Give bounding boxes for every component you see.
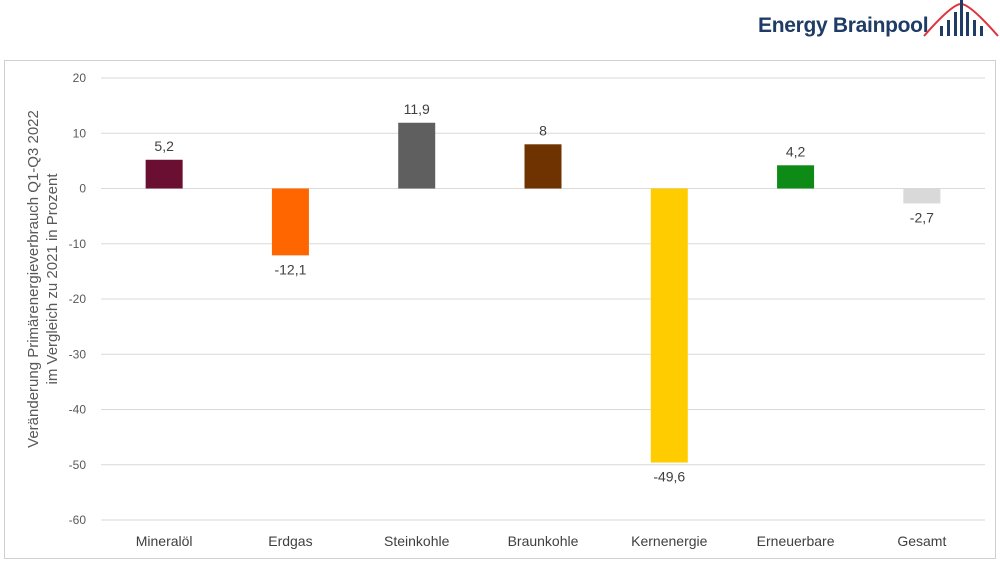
category-label: Mineralöl [136,533,193,549]
category-label: Gesamt [897,533,946,549]
y-tick-label: 20 [73,71,87,85]
bars [145,122,941,463]
bar [777,165,815,189]
bar [398,122,436,189]
data-label: -2,7 [910,209,934,225]
data-label: 8 [539,122,547,138]
bar [145,159,183,189]
category-label: Kernenergie [631,533,707,549]
bar-chart: 20 10 0 -10 -20 -30 -40 -50 -60 5,2 -12,1 11,9 8 -49… [25,71,985,549]
bar-arc-logo-icon [923,0,999,37]
category-label: Erneuerbare [757,533,835,549]
data-label: -12,1 [274,261,306,277]
bar [524,144,562,189]
y-axis-ticks: 20 10 0 -10 -20 -30 -40 -50 -60 [69,71,87,527]
y-axis-title-line1: Veränderung Primärenergieverbrauch Q1-Q3… [25,110,42,448]
data-label: -49,6 [653,469,685,485]
data-label: 5,2 [154,138,174,154]
y-tick-label: -60 [69,513,87,527]
data-label: 4,2 [786,143,806,159]
data-label: 11,9 [404,101,430,117]
y-tick-label: 10 [73,126,87,140]
y-tick-label: 0 [79,182,86,196]
bar [903,188,941,204]
category-labels: Mineralöl Erdgas Steinkohle Braunkohle Kerne… [136,533,947,549]
y-tick-label: -30 [69,347,87,361]
brand-header: Energy Brainpool [740,0,1000,52]
y-tick-label: -50 [69,458,87,472]
bar [650,188,688,463]
category-label: Braunkohle [508,533,579,549]
chart-area: 20 10 0 -10 -20 -30 -40 -50 -60 5,2 -12,1 11,9 8 -49… [4,60,996,559]
y-axis-title-line2: im Vergleich zu 2021 in Prozent [44,173,61,385]
y-tick-label: -20 [69,292,87,306]
gridlines [101,77,985,521]
brand-name: Energy Brainpool [758,14,929,37]
data-labels: 5,2 -12,1 11,9 8 -49,6 4,2 -2,7 [154,101,934,485]
category-label: Erdgas [268,533,312,549]
y-tick-label: -40 [69,403,87,417]
y-tick-label: -10 [69,237,87,251]
category-label: Steinkohle [384,533,450,549]
bar [271,188,309,256]
